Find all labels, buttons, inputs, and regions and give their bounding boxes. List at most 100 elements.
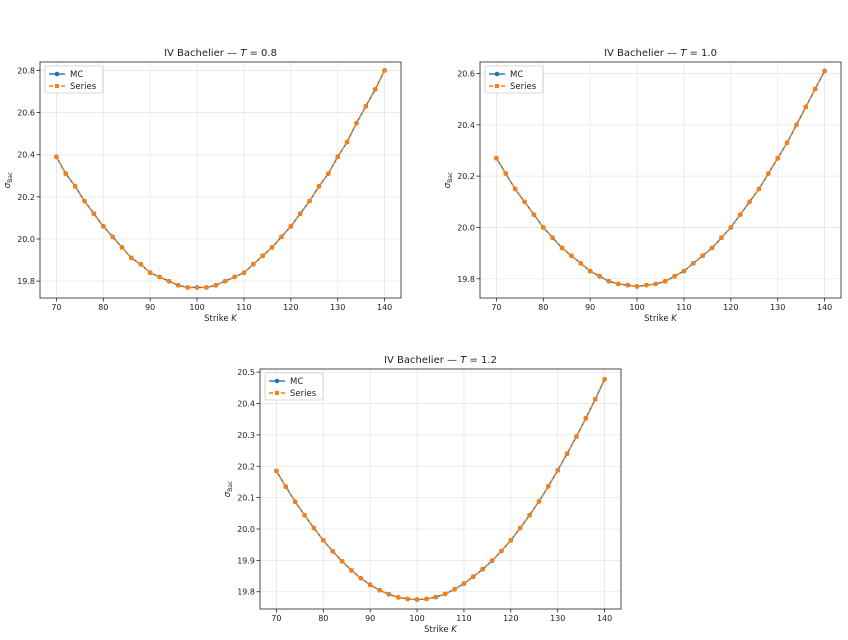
data-point-series [166, 279, 171, 284]
x-tick-label: 130 [330, 303, 345, 312]
data-point-series [377, 588, 382, 593]
axes-frame [479, 61, 842, 299]
data-point-series [452, 587, 457, 592]
x-axis-label: Strike K [644, 314, 678, 324]
chart-title-value: = 1.2 [466, 355, 497, 366]
y-tick-label: 20.8 [17, 66, 35, 75]
x-tick-label: 80 [318, 614, 328, 623]
data-point-series [326, 171, 331, 176]
data-point-series [625, 283, 630, 288]
chart-title: IV Bachelier — T = 1.0 [604, 48, 717, 59]
x-axis-label-var: K [231, 314, 238, 324]
data-point-series [232, 274, 237, 279]
y-tick-label: 19.8 [237, 588, 255, 597]
x-tick-label: 110 [236, 303, 251, 312]
data-point-series [321, 538, 326, 543]
data-point-series [241, 270, 246, 275]
x-tick-label: 110 [456, 614, 471, 623]
chart-title-prefix: IV Bachelier — [604, 48, 680, 59]
data-point-series [396, 595, 401, 600]
x-tick-label: 140 [377, 303, 392, 312]
y-axis-label: σBac [3, 172, 14, 188]
data-point-series [349, 568, 354, 573]
x-tick-label: 100 [189, 303, 204, 312]
x-axis-label-var: K [451, 625, 458, 635]
data-point-series [635, 284, 640, 289]
data-point-series [480, 567, 485, 572]
y-tick-label: 20.0 [17, 235, 35, 244]
data-point-series [522, 199, 527, 204]
data-point-series [293, 499, 298, 504]
chart-2: 70 80 90 100 110 120 130 140 19.8 20.0 20.2 20.4 20.… [443, 48, 842, 324]
legend-box [264, 372, 324, 401]
data-point-series [588, 269, 593, 274]
data-point-series [546, 484, 551, 489]
chart-title-var: T [680, 48, 687, 59]
data-point-series [813, 86, 818, 91]
y-axis-label-sub: Bac [447, 172, 454, 183]
data-point-series [691, 261, 696, 266]
data-point-series [157, 274, 162, 279]
data-point-series [700, 253, 705, 258]
data-point-series [785, 140, 790, 145]
data-point-series [424, 596, 429, 601]
legend: MC Series [484, 65, 544, 94]
y-tick-label: 20.6 [457, 70, 475, 79]
data-point-series [386, 592, 391, 597]
data-point-series [578, 261, 583, 266]
data-point-series [738, 212, 743, 217]
legend-box [484, 65, 544, 94]
data-point-series [681, 269, 686, 274]
data-point-series [560, 245, 565, 250]
data-point-series [728, 225, 733, 230]
chart-title-value: = 1.0 [686, 48, 717, 59]
x-tick-label: 80 [98, 303, 108, 312]
grid [40, 62, 401, 298]
y-tick-label: 20.4 [457, 121, 475, 130]
legend: MC Series [264, 372, 324, 401]
data-point-series [138, 262, 143, 267]
x-axis-label-text: Strike [204, 314, 231, 324]
y-axis-label-sub: Bac [227, 481, 234, 492]
y-tick-label: 20.3 [237, 431, 255, 440]
legend: MC Series [44, 65, 104, 94]
y-axis-label-sub: Bac [7, 172, 14, 183]
grid [260, 369, 621, 609]
x-tick-label: 120 [283, 303, 298, 312]
y-tick-label: 20.2 [237, 462, 255, 471]
data-point-series [606, 279, 611, 284]
data-point-series [415, 597, 420, 602]
plot-area [40, 62, 401, 298]
y-axis-label-symbol: σ [443, 182, 453, 188]
data-point-series [110, 234, 115, 239]
data-point-series [616, 281, 621, 286]
axes-frame [259, 368, 622, 610]
data-point-series [433, 595, 438, 600]
data-point-series [307, 199, 312, 204]
data-point-series [710, 245, 715, 250]
data-point-series [719, 235, 724, 240]
data-point-series [311, 526, 316, 531]
chart-title: IV Bachelier — T = 0.8 [164, 48, 277, 59]
x-tick-label: 110 [676, 303, 691, 312]
data-point-series [129, 255, 134, 260]
data-point-series [335, 154, 340, 159]
y-tick-label: 20.0 [237, 525, 255, 534]
y-tick-label: 20.4 [237, 400, 255, 409]
y-tick-label: 19.8 [17, 277, 35, 286]
legend-box [44, 65, 104, 94]
x-tick-label: 70 [491, 303, 501, 312]
data-point-series [223, 279, 228, 284]
legend-marker-series [275, 391, 279, 395]
data-point-series [555, 468, 560, 473]
data-point-series [316, 184, 321, 189]
data-point-series [527, 513, 532, 518]
legend-label-series: Series [70, 82, 97, 92]
data-point-series [54, 154, 59, 159]
series-series [494, 68, 827, 289]
x-tick-label: 90 [585, 303, 595, 312]
data-point-series [176, 283, 181, 288]
data-point-series [298, 211, 303, 216]
y-tick-label: 20.6 [17, 109, 35, 118]
data-point-series [461, 581, 466, 586]
